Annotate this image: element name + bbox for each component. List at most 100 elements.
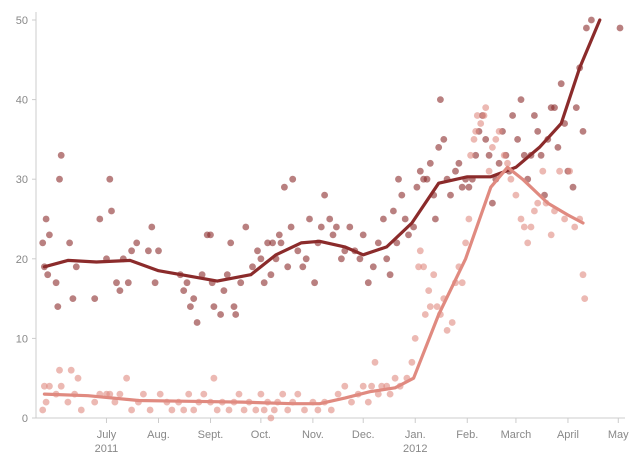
data-point (410, 223, 417, 231)
data-point (72, 263, 80, 271)
data-point (217, 311, 225, 318)
data-point (230, 303, 238, 310)
data-point (207, 231, 214, 239)
data-point (133, 239, 141, 247)
data-point (140, 390, 147, 398)
data-point (425, 287, 433, 294)
data-point (252, 406, 260, 414)
data-point (547, 231, 555, 239)
data-point (302, 255, 310, 263)
data-point (556, 167, 563, 175)
data-point (359, 231, 367, 239)
data-point (374, 390, 382, 398)
data-point (364, 398, 372, 406)
data-point (500, 151, 508, 159)
data-point (91, 295, 99, 302)
data-point (509, 112, 516, 119)
data-point (369, 263, 377, 271)
data-point (106, 390, 114, 398)
data-point (39, 239, 47, 247)
data-point (534, 199, 542, 207)
x-tick-label: May (608, 429, 629, 441)
data-point (257, 390, 265, 398)
data-point (235, 390, 243, 398)
data-point (91, 398, 99, 406)
data-point (57, 382, 65, 390)
data-point (185, 390, 193, 398)
data-point (155, 247, 162, 255)
x-tick-label: Sept. (198, 429, 224, 441)
data-point (504, 159, 511, 167)
data-point (531, 207, 538, 215)
data-point (46, 382, 53, 390)
data-point (531, 112, 538, 119)
data-point (56, 175, 63, 183)
data-point (465, 215, 473, 223)
data-point (569, 183, 577, 191)
data-point (507, 175, 515, 183)
data-point (413, 183, 421, 191)
data-point (333, 223, 340, 231)
data-point (287, 223, 295, 231)
data-point (183, 279, 191, 287)
data-point (433, 303, 441, 310)
data-point (213, 406, 221, 414)
data-point (356, 255, 364, 263)
data-point (465, 183, 473, 191)
data-point (69, 295, 77, 302)
data-point (267, 414, 275, 422)
data-point (583, 24, 590, 32)
data-point (106, 175, 114, 183)
y-tick-label: 0 (22, 413, 28, 425)
data-point (254, 247, 261, 255)
data-point (368, 382, 375, 390)
data-point (435, 144, 443, 151)
data-point (275, 231, 283, 239)
y-tick-label: 40 (16, 95, 28, 107)
data-point (116, 390, 124, 398)
data-point (448, 319, 456, 326)
data-point (227, 239, 235, 247)
data-point (458, 279, 466, 287)
data-point (264, 239, 271, 247)
data-point (232, 311, 240, 318)
x-tick-label: April (557, 429, 579, 441)
data-point (579, 271, 587, 279)
data-point (430, 271, 438, 279)
data-point (56, 366, 63, 374)
data-point (517, 96, 525, 103)
x-tick-label: March (501, 429, 532, 441)
y-tick-label: 50 (16, 15, 28, 27)
data-point (54, 303, 62, 310)
data-point (477, 120, 485, 127)
y-tick-label: 10 (16, 333, 28, 345)
data-point (421, 311, 429, 318)
data-point (299, 263, 307, 271)
x-tick-label: Dec. (352, 429, 375, 441)
data-point (193, 319, 201, 326)
data-point (111, 398, 119, 406)
data-point (571, 223, 579, 231)
data-point (240, 406, 248, 414)
data-point (426, 159, 434, 167)
data-point (437, 96, 444, 103)
data-point (306, 215, 313, 223)
data-point (534, 127, 542, 135)
data-point (581, 295, 589, 302)
y-tick-label: 20 (16, 254, 28, 266)
data-point (77, 406, 85, 414)
data-point (426, 303, 434, 310)
data-point (557, 80, 565, 88)
data-point (520, 223, 528, 231)
data-point (408, 358, 416, 366)
data-point (294, 390, 302, 398)
data-point (380, 215, 387, 223)
data-point (314, 406, 322, 414)
data-point (588, 16, 595, 24)
data-point (42, 215, 50, 223)
data-point (242, 223, 250, 231)
data-point (512, 191, 520, 199)
data-point (616, 24, 624, 32)
data-point (579, 127, 587, 135)
